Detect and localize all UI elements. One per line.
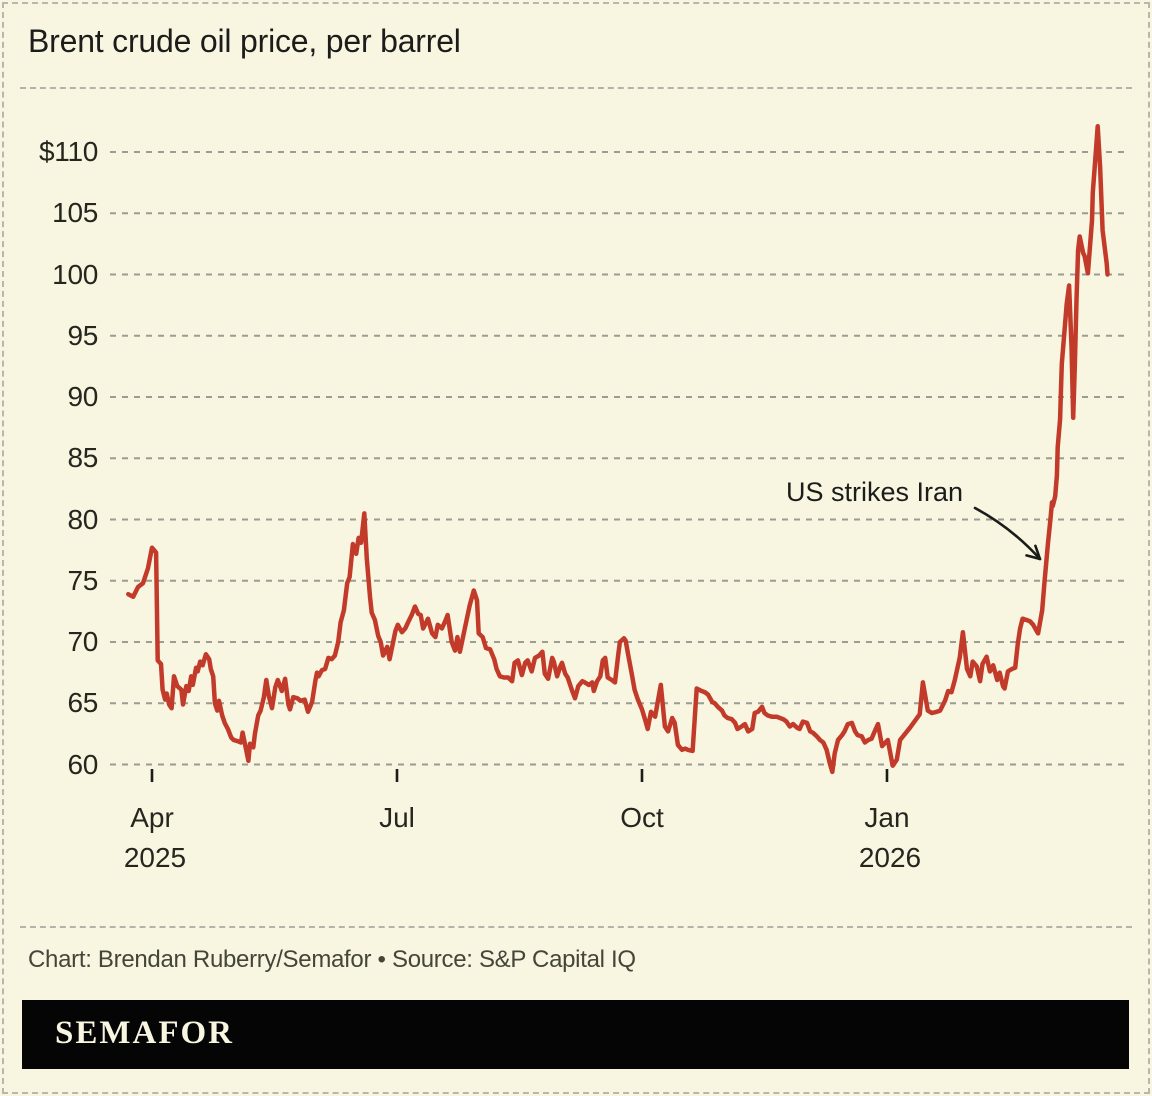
y-axis-label: 80 bbox=[67, 503, 98, 535]
x-axis-label: Apr bbox=[130, 802, 174, 833]
y-axis-label: 75 bbox=[67, 564, 98, 596]
gridlines bbox=[110, 151, 1126, 766]
semafor-logo: SEMAFOR bbox=[55, 1015, 234, 1051]
y-axis-label: 70 bbox=[67, 626, 98, 657]
chart-title: Brent crude oil price, per barrel bbox=[28, 23, 461, 59]
y-axis-label: 85 bbox=[67, 442, 98, 474]
annotation-label: US strikes Iran bbox=[786, 477, 964, 507]
y-axis-label: 65 bbox=[67, 687, 98, 719]
x-axis-label: Jan bbox=[864, 802, 910, 833]
y-axis-label: 60 bbox=[67, 748, 98, 780]
y-axis-label: 105 bbox=[52, 197, 98, 229]
semafor-logo-bar: SEMAFOR bbox=[22, 1000, 1129, 1069]
x-axis-label: Oct bbox=[620, 802, 664, 833]
x-axis-ticks bbox=[150, 769, 889, 782]
title-separator bbox=[20, 87, 1132, 89]
annotation-arrow bbox=[973, 506, 1042, 561]
y-axis-label: 90 bbox=[67, 381, 98, 412]
y-axis-label: $110 bbox=[38, 136, 98, 167]
chart-credit: Chart: Brendan Ruberry/Semafor • Source:… bbox=[28, 946, 636, 973]
x-axis-year-label: 2025 bbox=[123, 842, 187, 873]
y-axis-label: 95 bbox=[67, 319, 98, 351]
footer-separator bbox=[20, 926, 1132, 928]
y-axis-label: 100 bbox=[52, 258, 98, 290]
series-lines bbox=[126, 124, 1110, 775]
x-axis-label: Jul bbox=[379, 802, 415, 833]
x-axis-year-label: 2026 bbox=[858, 842, 922, 873]
